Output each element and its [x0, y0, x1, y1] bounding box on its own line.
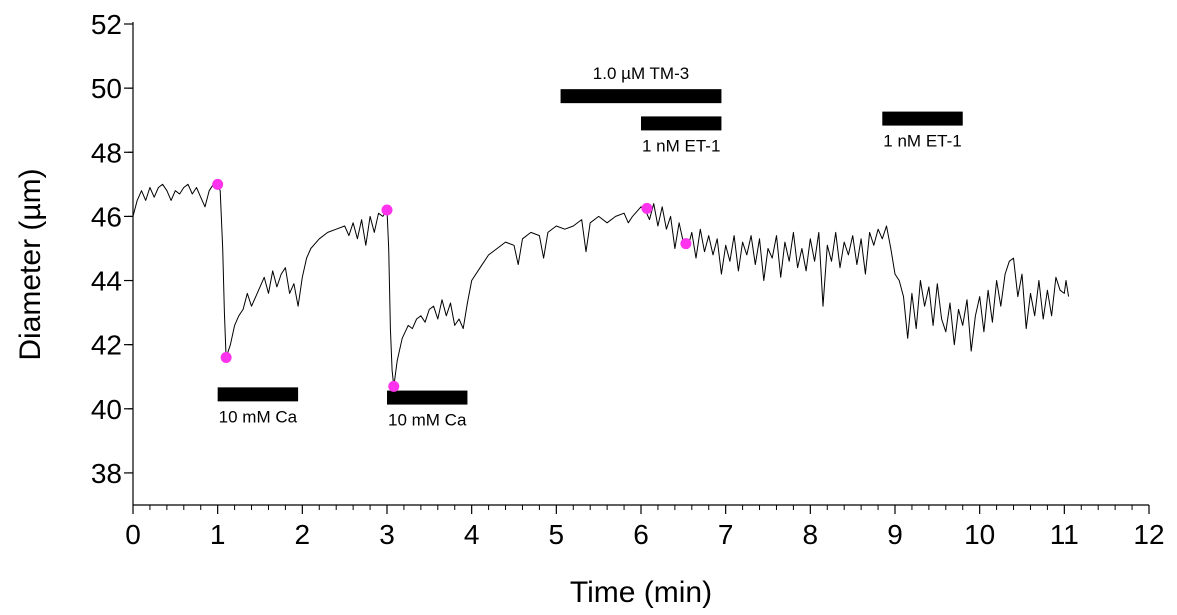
treatment-bar	[641, 116, 722, 131]
y-tick-label: 44	[91, 266, 122, 297]
x-tick-label: 2	[295, 519, 311, 550]
highlight-point	[220, 351, 232, 363]
x-tick-label: 10	[964, 519, 995, 550]
y-tick-label: 40	[91, 394, 122, 425]
y-tick-label: 48	[91, 137, 122, 168]
treatment-label: 1 nM ET-1	[883, 132, 961, 151]
x-tick-label: 0	[125, 519, 141, 550]
treatment-label: 10 mM Ca	[388, 411, 467, 430]
y-tick-label: 38	[91, 458, 122, 489]
highlight-point	[680, 238, 692, 250]
x-tick-label: 9	[887, 519, 903, 550]
highlight-point	[641, 202, 653, 214]
x-tick-label: 4	[464, 519, 480, 550]
treatment-bar	[882, 111, 963, 126]
x-tick-label: 7	[718, 519, 734, 550]
x-tick-label: 8	[803, 519, 819, 550]
x-tick-label: 3	[379, 519, 395, 550]
x-tick-label: 6	[633, 519, 649, 550]
highlight-point	[212, 178, 224, 190]
highlight-point	[388, 380, 400, 392]
treatment-label: 1.0 µM TM-3	[593, 64, 689, 83]
x-tick-label: 5	[549, 519, 565, 550]
series-line	[132, 183, 1070, 387]
diameter-trace	[132, 183, 1070, 387]
treatment-bar	[217, 387, 299, 402]
y-axis-label: Diameter (µm)	[14, 168, 47, 360]
treatment-label: 1 nM ET-1	[642, 136, 720, 155]
highlight-point	[381, 204, 393, 216]
y-tick-label: 42	[91, 330, 122, 361]
x-axis-label: Time (min)	[570, 576, 712, 609]
x-tick-label: 11	[1050, 519, 1079, 550]
y-tick-label: 50	[91, 73, 122, 104]
treatment-bars: 10 mM Ca 10 mM Ca 1.0 µM TM-3 1 nM ET-1 1 nM…	[217, 64, 963, 430]
highlight-markers	[212, 178, 692, 392]
x-tick-label: 12	[1133, 519, 1164, 550]
x-tick-label: 1	[210, 519, 226, 550]
y-tick-label: 46	[91, 201, 122, 232]
treatment-bar	[560, 89, 722, 104]
treatment-bar	[387, 390, 468, 405]
y-tick-label: 52	[91, 9, 122, 40]
treatment-label: 10 mM Ca	[219, 407, 298, 426]
